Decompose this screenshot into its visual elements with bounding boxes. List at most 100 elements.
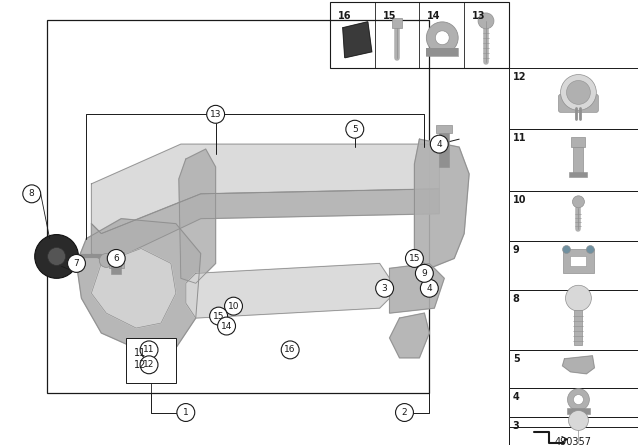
Text: 15: 15 [213,312,225,321]
Circle shape [207,105,225,123]
Bar [509,68,638,129]
Circle shape [218,317,236,335]
Bar [330,2,509,68]
Circle shape [23,185,41,203]
Bar [509,129,638,191]
Polygon shape [179,149,216,283]
Circle shape [478,13,494,29]
Bar [47,20,429,392]
Bar [436,125,452,133]
Text: 10: 10 [513,195,526,205]
Polygon shape [563,356,595,374]
Circle shape [177,404,195,422]
Circle shape [566,285,591,311]
Circle shape [426,22,458,54]
Text: 10: 10 [228,302,239,310]
Circle shape [376,279,394,297]
Circle shape [573,395,584,405]
FancyBboxPatch shape [559,95,598,112]
Text: 15: 15 [409,254,420,263]
Bar [573,147,584,175]
Text: 3: 3 [381,284,387,293]
Bar [439,129,449,167]
Bar [566,408,590,414]
Circle shape [281,341,299,359]
Circle shape [396,404,413,422]
Circle shape [561,74,596,110]
Text: 9: 9 [422,269,428,278]
Text: 13: 13 [210,110,221,119]
Polygon shape [343,22,372,58]
Bar [509,241,638,290]
Text: 2: 2 [402,408,407,417]
Circle shape [140,356,158,374]
Text: 8: 8 [513,294,520,304]
Circle shape [99,254,113,267]
Text: 12: 12 [134,360,147,370]
Polygon shape [76,219,201,353]
Bar [563,250,595,273]
Circle shape [563,246,570,254]
Text: 1: 1 [183,408,189,417]
Circle shape [346,120,364,138]
Polygon shape [186,263,390,318]
Bar [572,137,586,147]
Text: 490357: 490357 [555,437,592,448]
Bar [509,418,638,445]
Circle shape [108,250,125,267]
Text: 14: 14 [221,322,232,331]
Circle shape [586,246,595,254]
Text: 16: 16 [284,345,296,354]
Text: 11: 11 [143,345,155,354]
Circle shape [568,410,588,431]
Text: 3: 3 [513,422,520,431]
Bar [126,338,176,383]
Circle shape [210,307,228,325]
Text: 4: 4 [513,392,520,402]
Bar [575,310,582,345]
Circle shape [68,254,85,272]
Bar [509,388,638,418]
Text: 15: 15 [383,11,396,21]
Bar [509,350,638,388]
Polygon shape [92,249,176,328]
Circle shape [140,341,158,359]
Polygon shape [92,189,439,263]
Circle shape [435,31,449,45]
Polygon shape [92,144,439,233]
Bar [392,18,401,28]
Bar [426,47,458,56]
Text: 11: 11 [513,133,526,143]
Bar [570,256,586,267]
Bar [509,290,638,350]
Text: 5: 5 [352,125,358,134]
Bar [509,191,638,241]
Text: 13: 13 [472,11,486,21]
Text: 16: 16 [338,11,351,21]
Text: 8: 8 [29,190,35,198]
Circle shape [572,196,584,208]
Text: 9: 9 [513,245,520,254]
Bar [111,267,121,274]
Text: 7: 7 [74,259,79,268]
Text: 11: 11 [134,348,147,358]
Polygon shape [390,263,444,313]
Circle shape [420,279,438,297]
Circle shape [47,247,65,265]
Text: 6: 6 [113,254,119,263]
Circle shape [406,250,424,267]
Circle shape [225,297,243,315]
Circle shape [430,135,448,153]
Circle shape [35,235,79,278]
Polygon shape [390,313,429,358]
Text: 4: 4 [436,140,442,149]
Bar [570,172,588,177]
Circle shape [566,81,590,104]
Text: 12: 12 [143,360,155,369]
Circle shape [415,264,433,282]
Text: 5: 5 [513,354,520,364]
Bar [109,253,124,268]
Text: 12: 12 [513,72,526,82]
Bar [509,427,638,445]
Polygon shape [415,139,469,268]
